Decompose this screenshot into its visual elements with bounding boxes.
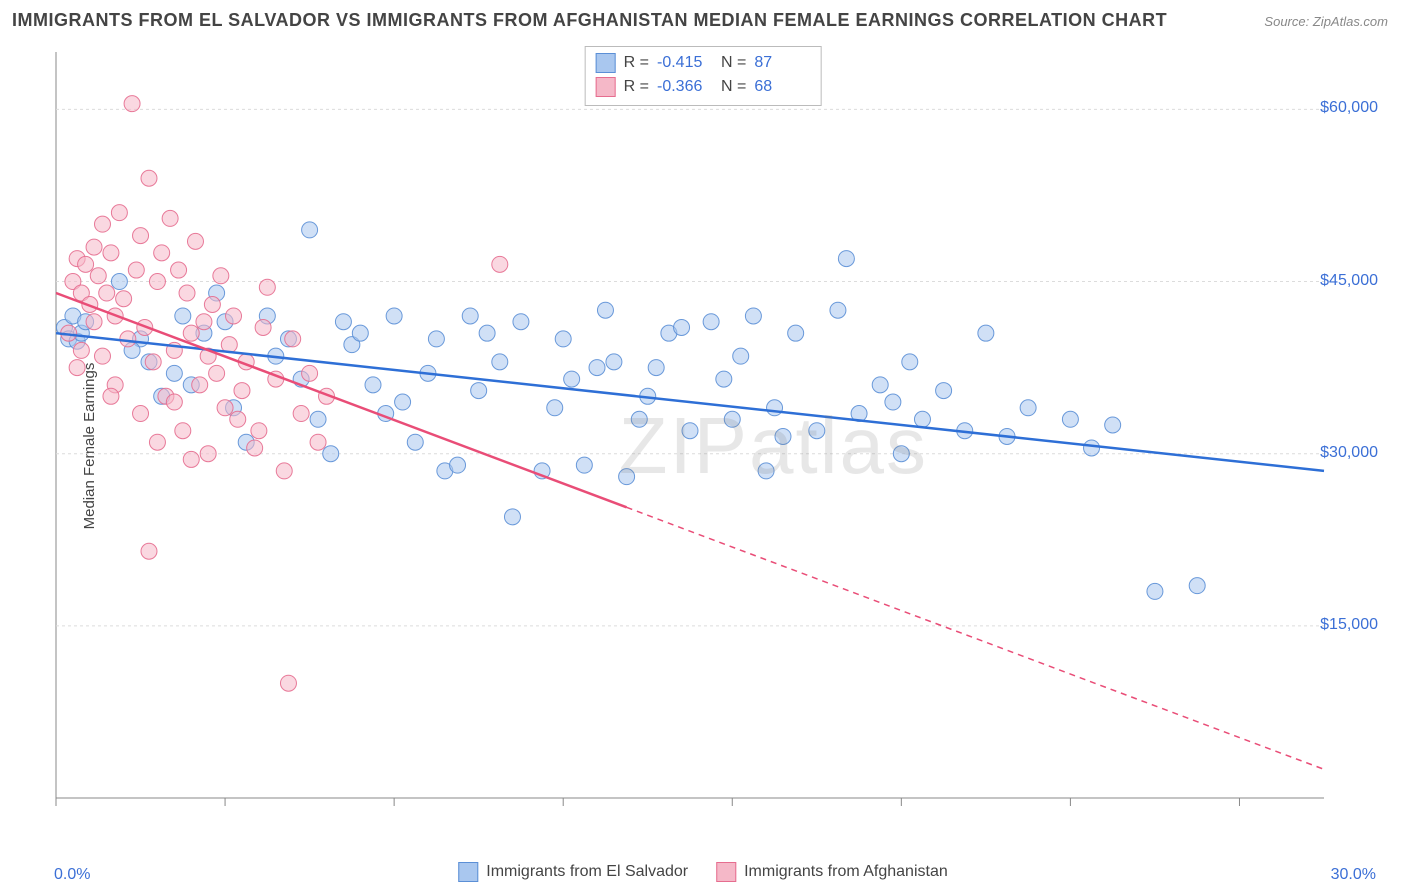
chart-svg bbox=[48, 44, 1384, 834]
n-label: N = bbox=[721, 51, 746, 75]
n-value-0: 87 bbox=[754, 51, 810, 75]
series-legend: Immigrants from El Salvador Immigrants f… bbox=[458, 862, 947, 882]
r-value-0: -0.415 bbox=[657, 51, 713, 75]
x-axis-max-label: 30.0% bbox=[1331, 866, 1376, 884]
legend-item-0: Immigrants from El Salvador bbox=[458, 862, 688, 882]
legend-label-1: Immigrants from Afghanistan bbox=[744, 863, 948, 881]
x-axis-min-label: 0.0% bbox=[54, 866, 90, 884]
r-label: R = bbox=[624, 75, 649, 99]
legend-label-0: Immigrants from El Salvador bbox=[486, 863, 688, 881]
source-attribution: Source: ZipAtlas.com bbox=[1264, 14, 1388, 29]
legend-item-1: Immigrants from Afghanistan bbox=[716, 862, 948, 882]
legend-row-series-1: R = -0.366 N = 68 bbox=[596, 75, 811, 99]
y-tick-label: $60,000 bbox=[1320, 99, 1378, 117]
r-label: R = bbox=[624, 51, 649, 75]
legend-swatch-bottom-0 bbox=[458, 862, 478, 882]
chart-container: IMMIGRANTS FROM EL SALVADOR VS IMMIGRANT… bbox=[0, 0, 1406, 892]
legend-swatch-bottom-1 bbox=[716, 862, 736, 882]
y-tick-label: $15,000 bbox=[1320, 616, 1378, 634]
r-value-1: -0.366 bbox=[657, 75, 713, 99]
legend-row-series-0: R = -0.415 N = 87 bbox=[596, 51, 811, 75]
y-tick-label: $45,000 bbox=[1320, 272, 1378, 290]
chart-title: IMMIGRANTS FROM EL SALVADOR VS IMMIGRANT… bbox=[12, 10, 1167, 31]
y-tick-label: $30,000 bbox=[1320, 444, 1378, 462]
source-label: Source: bbox=[1264, 14, 1309, 29]
legend-swatch-1 bbox=[596, 77, 616, 97]
source-value: ZipAtlas.com bbox=[1313, 14, 1388, 29]
legend-swatch-0 bbox=[596, 53, 616, 73]
correlation-legend: R = -0.415 N = 87 R = -0.366 N = 68 bbox=[585, 46, 822, 106]
n-label: N = bbox=[721, 75, 746, 99]
n-value-1: 68 bbox=[754, 75, 810, 99]
plot-area bbox=[48, 44, 1384, 834]
